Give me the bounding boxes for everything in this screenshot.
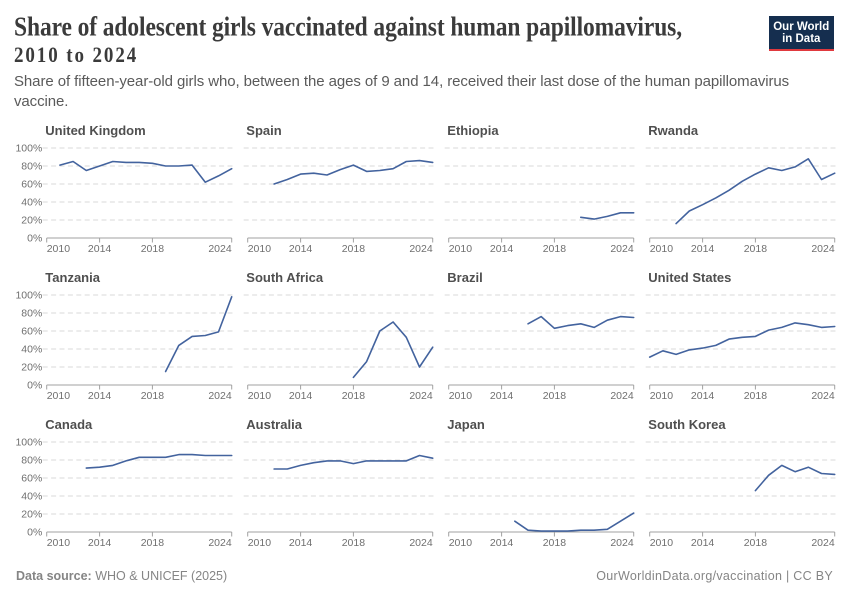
svg-text:2018: 2018 bbox=[744, 243, 768, 255]
svg-text:2010: 2010 bbox=[248, 537, 272, 549]
svg-text:2010: 2010 bbox=[47, 243, 71, 255]
svg-text:2024: 2024 bbox=[610, 243, 634, 255]
svg-text:2014: 2014 bbox=[88, 390, 112, 402]
svg-text:2014: 2014 bbox=[88, 243, 112, 255]
svg-text:Brazil: Brazil bbox=[447, 270, 482, 285]
svg-text:2018: 2018 bbox=[744, 537, 768, 549]
svg-text:Rwanda: Rwanda bbox=[648, 123, 699, 138]
svg-text:South Africa: South Africa bbox=[246, 270, 324, 285]
svg-text:2024: 2024 bbox=[610, 390, 634, 402]
svg-text:60%: 60% bbox=[21, 179, 42, 191]
svg-text:20%: 20% bbox=[21, 362, 42, 374]
svg-text:2024: 2024 bbox=[208, 390, 232, 402]
svg-text:2010: 2010 bbox=[650, 537, 674, 549]
svg-text:2024: 2024 bbox=[409, 390, 433, 402]
svg-text:Japan: Japan bbox=[447, 417, 485, 432]
svg-text:2010: 2010 bbox=[47, 390, 71, 402]
svg-text:2024: 2024 bbox=[811, 243, 835, 255]
svg-text:2024: 2024 bbox=[610, 537, 634, 549]
svg-text:Ethiopia: Ethiopia bbox=[447, 123, 499, 138]
svg-text:2014: 2014 bbox=[289, 537, 313, 549]
svg-text:South Korea: South Korea bbox=[648, 417, 726, 432]
svg-text:40%: 40% bbox=[21, 344, 42, 356]
svg-text:2010: 2010 bbox=[650, 243, 674, 255]
svg-text:2010: 2010 bbox=[248, 243, 272, 255]
svg-text:80%: 80% bbox=[21, 161, 42, 173]
svg-text:United States: United States bbox=[648, 270, 731, 285]
svg-text:2018: 2018 bbox=[744, 390, 768, 402]
svg-text:2024: 2024 bbox=[208, 243, 232, 255]
svg-text:Tanzania: Tanzania bbox=[45, 270, 100, 285]
svg-text:2014: 2014 bbox=[289, 390, 313, 402]
svg-text:2010: 2010 bbox=[449, 390, 473, 402]
svg-text:60%: 60% bbox=[21, 473, 42, 485]
svg-text:2018: 2018 bbox=[342, 390, 366, 402]
svg-text:2018: 2018 bbox=[342, 537, 366, 549]
svg-text:Spain: Spain bbox=[246, 123, 281, 138]
svg-text:2018: 2018 bbox=[543, 390, 567, 402]
svg-text:2014: 2014 bbox=[490, 390, 514, 402]
svg-text:2014: 2014 bbox=[490, 243, 514, 255]
svg-text:2018: 2018 bbox=[141, 243, 165, 255]
svg-text:2024: 2024 bbox=[208, 537, 232, 549]
svg-text:2010: 2010 bbox=[47, 537, 71, 549]
svg-text:0%: 0% bbox=[27, 380, 42, 392]
svg-text:2018: 2018 bbox=[543, 537, 567, 549]
svg-text:2024: 2024 bbox=[409, 537, 433, 549]
svg-text:40%: 40% bbox=[21, 491, 42, 503]
svg-text:2010: 2010 bbox=[449, 537, 473, 549]
svg-text:2024: 2024 bbox=[811, 537, 835, 549]
svg-text:100%: 100% bbox=[15, 437, 42, 449]
svg-text:2014: 2014 bbox=[691, 390, 715, 402]
svg-text:100%: 100% bbox=[15, 143, 42, 155]
svg-text:2014: 2014 bbox=[289, 243, 313, 255]
svg-text:2024: 2024 bbox=[409, 243, 433, 255]
svg-text:2018: 2018 bbox=[141, 390, 165, 402]
svg-text:0%: 0% bbox=[27, 527, 42, 539]
svg-text:100%: 100% bbox=[15, 290, 42, 302]
svg-text:20%: 20% bbox=[21, 215, 42, 227]
svg-text:2014: 2014 bbox=[691, 537, 715, 549]
svg-text:2018: 2018 bbox=[543, 243, 567, 255]
svg-text:United Kingdom: United Kingdom bbox=[45, 123, 145, 138]
svg-text:80%: 80% bbox=[21, 455, 42, 467]
svg-text:2018: 2018 bbox=[141, 537, 165, 549]
svg-text:Australia: Australia bbox=[246, 417, 302, 432]
svg-text:80%: 80% bbox=[21, 308, 42, 320]
svg-text:2014: 2014 bbox=[88, 537, 112, 549]
svg-text:20%: 20% bbox=[21, 509, 42, 521]
svg-text:40%: 40% bbox=[21, 197, 42, 209]
svg-text:0%: 0% bbox=[27, 233, 42, 245]
svg-text:2010: 2010 bbox=[248, 390, 272, 402]
svg-text:60%: 60% bbox=[21, 326, 42, 338]
svg-text:2024: 2024 bbox=[811, 390, 835, 402]
svg-text:2010: 2010 bbox=[650, 390, 674, 402]
svg-text:2014: 2014 bbox=[691, 243, 715, 255]
svg-text:2014: 2014 bbox=[490, 537, 514, 549]
svg-text:2018: 2018 bbox=[342, 243, 366, 255]
svg-text:2010: 2010 bbox=[449, 243, 473, 255]
svg-text:Canada: Canada bbox=[45, 417, 93, 432]
